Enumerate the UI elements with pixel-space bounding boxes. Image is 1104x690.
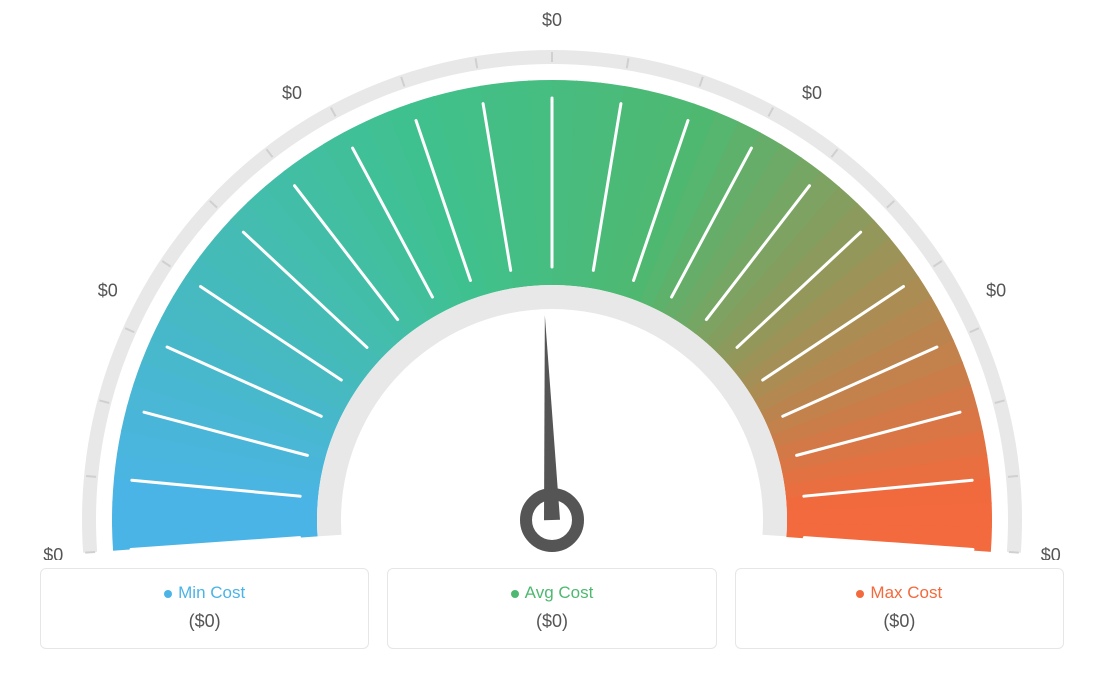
legend-value-avg: ($0) xyxy=(398,611,705,632)
gauge-tick-label: $0 xyxy=(986,280,1006,300)
legend-label-min: Min Cost xyxy=(51,583,358,603)
gauge-tick-label: $0 xyxy=(43,545,63,560)
legend-row: Min Cost ($0) Avg Cost ($0) Max Cost ($0… xyxy=(0,568,1104,649)
legend-value-max: ($0) xyxy=(746,611,1053,632)
legend-dot-max xyxy=(856,590,864,598)
legend-card-max: Max Cost ($0) xyxy=(735,568,1064,649)
legend-value-min: ($0) xyxy=(51,611,358,632)
legend-dot-avg xyxy=(511,590,519,598)
gauge-chart: $0 $0 $0 $0 $0 $0 $0 xyxy=(0,0,1104,560)
gauge-tick-label: $0 xyxy=(282,83,302,103)
gauge-tick-label: $0 xyxy=(98,280,118,300)
legend-text-min: Min Cost xyxy=(178,583,245,602)
gauge-svg: $0 $0 $0 $0 $0 $0 $0 xyxy=(0,0,1104,560)
legend-card-min: Min Cost ($0) xyxy=(40,568,369,649)
legend-text-max: Max Cost xyxy=(870,583,942,602)
legend-card-avg: Avg Cost ($0) xyxy=(387,568,716,649)
gauge-tick-label: $0 xyxy=(542,10,562,30)
legend-dot-min xyxy=(164,590,172,598)
gauge-tick-label: $0 xyxy=(1041,545,1061,560)
legend-text-avg: Avg Cost xyxy=(525,583,594,602)
gauge-tick-label: $0 xyxy=(802,83,822,103)
legend-label-max: Max Cost xyxy=(746,583,1053,603)
legend-label-avg: Avg Cost xyxy=(398,583,705,603)
